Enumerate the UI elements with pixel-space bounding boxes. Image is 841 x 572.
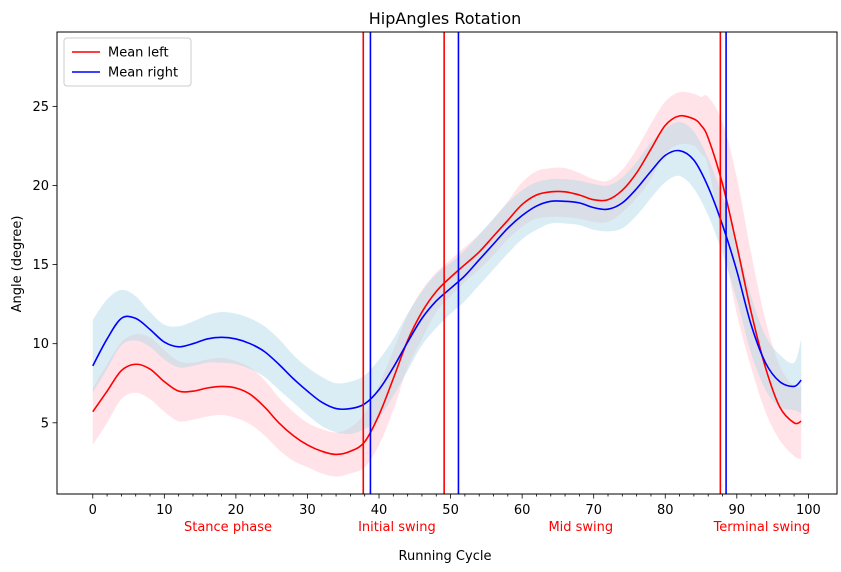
x-tick-label: 40	[371, 503, 388, 518]
chart-title: HipAngles Rotation	[369, 9, 522, 28]
plot-frame	[56, 31, 838, 495]
phase-label-3: Mid swing	[548, 520, 613, 535]
x-tick-label: 30	[299, 503, 316, 518]
x-tick-label: 10	[156, 503, 173, 518]
legend-label-1: Mean left	[108, 46, 169, 61]
series-2-line	[92, 149, 802, 411]
y-tick-label: 15	[32, 258, 49, 273]
y-tick-label: 5	[41, 416, 49, 431]
x-tick-label: 50	[442, 503, 459, 518]
phase-label-1: Stance phase	[184, 520, 272, 535]
x-tick-label: 80	[657, 503, 674, 518]
legend-label-2: Mean right	[108, 66, 178, 81]
phase-label-4: Terminal swing	[713, 520, 811, 535]
x-tick-label: 20	[228, 503, 245, 518]
legend-box	[63, 37, 192, 87]
y-tick-label: 10	[32, 337, 49, 352]
phase-label-2: Initial swing	[358, 520, 436, 535]
plot-area: 0 10 20 30 40 50 60 70 80 90 100 5 10 15 20 25 Stance ph…	[32, 31, 838, 535]
x-tick-label: 90	[729, 503, 746, 518]
x-axis-label: Running Cycle	[399, 549, 492, 564]
x-tick-label: 60	[514, 503, 531, 518]
x-tick-label: 100	[796, 503, 821, 518]
x-tick-label: 70	[585, 503, 602, 518]
y-axis-label: Angle (degree)	[10, 216, 25, 313]
x-tick-label: 0	[89, 503, 97, 518]
y-tick-label: 25	[32, 100, 49, 115]
y-tick-label: 20	[32, 179, 49, 194]
